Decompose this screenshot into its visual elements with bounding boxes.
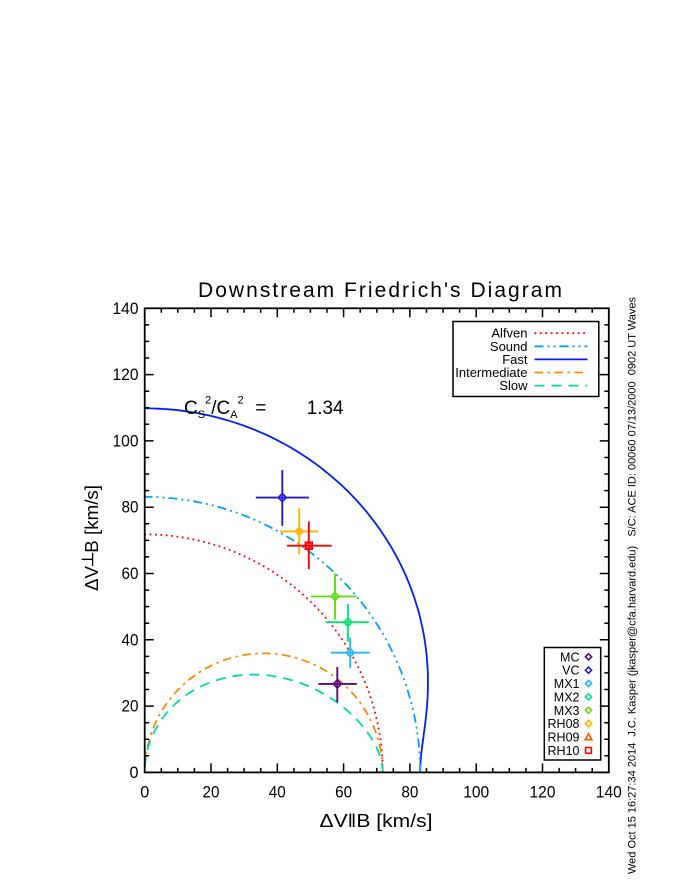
svg-text:MX1: MX1 [554,677,580,691]
svg-text:Alfven: Alfven [491,326,527,341]
svg-text:40: 40 [269,783,286,802]
svg-text:VC: VC [562,664,579,678]
svg-text:MC: MC [560,650,579,664]
svg-text:Slow: Slow [499,378,528,393]
svg-text:Downstream Friedrich's Diagram: Downstream Friedrich's Diagram [198,279,562,302]
svg-text:=: = [255,398,266,419]
svg-text:60: 60 [122,564,139,583]
svg-text:RH10: RH10 [548,744,580,758]
svg-text:20: 20 [203,783,220,802]
svg-text:0: 0 [130,763,139,782]
svg-text:RH09: RH09 [548,731,580,745]
svg-text:140: 140 [113,299,139,318]
svg-text:Wed Oct 15 16:27:34 2014 J.C.: Wed Oct 15 16:27:34 2014 J.C. Kasper (jk… [627,297,639,875]
svg-text:MX2: MX2 [554,690,580,704]
svg-text:60: 60 [335,783,352,802]
svg-text:140: 140 [596,783,622,802]
svg-text:ΔV‖B [km/s]: ΔV‖B [km/s] [320,811,433,831]
svg-text:120: 120 [530,783,556,802]
svg-text:100: 100 [113,431,139,450]
svg-text:MX3: MX3 [554,704,580,718]
svg-text:Fast: Fast [502,352,528,367]
svg-text:120: 120 [113,365,139,384]
svg-text:80: 80 [122,498,139,517]
svg-text:ΔV┴B [km/s]: ΔV┴B [km/s] [81,485,102,591]
svg-text:Intermediate: Intermediate [455,365,527,380]
svg-text:Sound: Sound [490,339,528,354]
svg-text:1.34: 1.34 [307,398,344,419]
svg-text:RH08: RH08 [548,717,580,731]
svg-text:100: 100 [463,783,489,802]
svg-text:0: 0 [140,783,149,802]
svg-text:20: 20 [122,697,139,716]
svg-text:80: 80 [401,783,418,802]
svg-text:40: 40 [122,630,139,649]
